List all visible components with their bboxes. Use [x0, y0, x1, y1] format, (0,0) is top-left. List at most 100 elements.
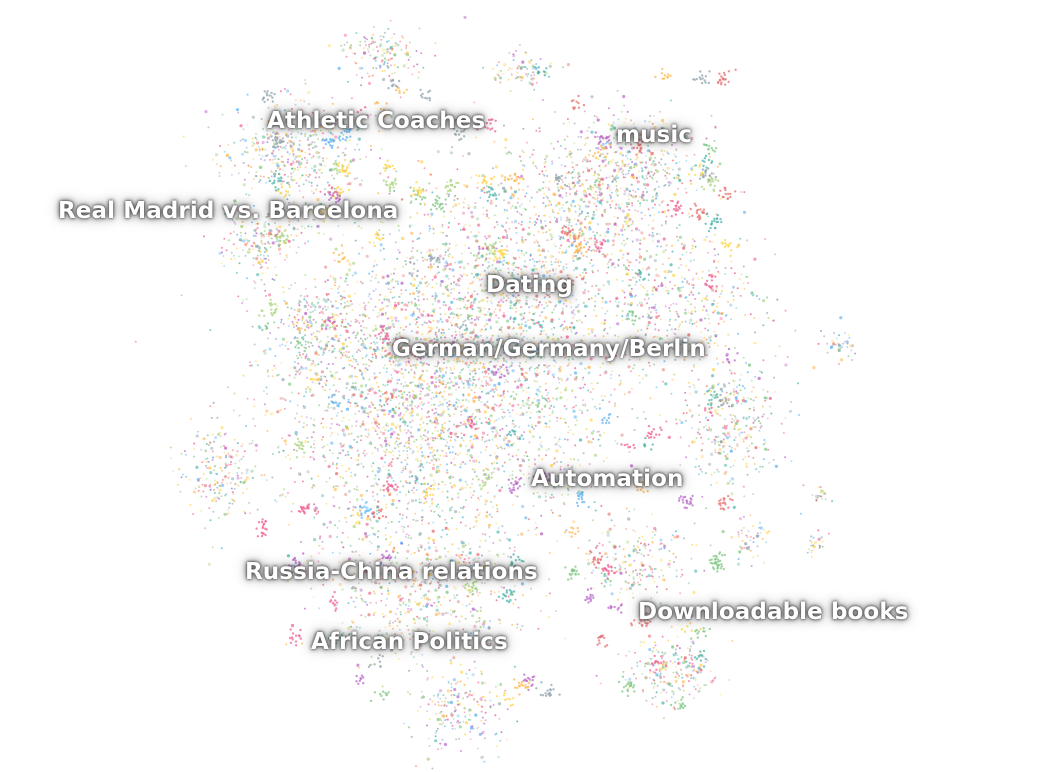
scatter-point: [478, 307, 481, 310]
scatter-point: [547, 373, 550, 375]
scatter-point: [451, 497, 454, 500]
scatter-point: [282, 161, 284, 163]
scatter-point: [377, 467, 380, 469]
scatter-point: [433, 263, 435, 265]
scatter-point: [517, 299, 520, 302]
scatter-point: [560, 311, 565, 315]
scatter-point: [371, 353, 374, 356]
scatter-point: [396, 443, 399, 446]
scatter-point: [578, 179, 581, 182]
scatter-point: [507, 201, 511, 205]
scatter-point: [521, 149, 524, 152]
scatter-point: [647, 321, 651, 325]
scatter-point: [631, 175, 635, 179]
scatter-point: [508, 366, 511, 368]
scatter-point: [584, 281, 587, 284]
scatter-point: [603, 254, 607, 258]
scatter-point: [681, 276, 684, 279]
scatter-point: [421, 387, 424, 390]
scatter-point: [477, 514, 480, 517]
scatter-point: [575, 190, 578, 193]
scatter-point: [334, 371, 337, 374]
scatter-point: [410, 400, 413, 403]
scatter-point: [470, 210, 474, 215]
scatter-point: [613, 222, 617, 226]
scatter-point: [558, 417, 561, 420]
scatter-point: [550, 493, 553, 496]
scatter-point: [307, 225, 310, 228]
scatter-point: [441, 426, 445, 430]
scatter-point: [520, 249, 523, 252]
scatter-point: [608, 176, 611, 179]
scatter-point: [545, 305, 548, 308]
scatter-point: [655, 169, 660, 173]
scatter-point: [501, 486, 503, 489]
scatter-point: [399, 346, 402, 349]
scatter-point: [386, 298, 391, 302]
scatter-point: [251, 325, 254, 328]
scatter-point: [593, 501, 596, 504]
scatter-point: [651, 234, 655, 238]
scatter-point: [459, 228, 462, 231]
scatter-point: [276, 446, 279, 449]
scatter-point: [525, 265, 528, 268]
scatter-point: [462, 382, 465, 385]
scatter-point: [624, 242, 627, 245]
scatter-point: [434, 331, 437, 334]
scatter-point: [450, 368, 453, 371]
scatter-point: [432, 479, 435, 482]
scatter-point: [606, 187, 609, 190]
scatter-point: [520, 223, 523, 226]
scatter-point: [596, 430, 599, 433]
scatter-point: [441, 450, 444, 452]
scatter-point: [415, 336, 419, 341]
scatter-point: [329, 406, 332, 409]
scatter-point: [505, 437, 508, 440]
scatter-point: [540, 266, 543, 269]
scatter-point: [306, 470, 310, 474]
scatter-point: [487, 417, 490, 420]
scatter-point: [710, 114, 713, 117]
scatter-point: [586, 436, 589, 439]
scatter-point: [630, 223, 633, 226]
scatter-point: [317, 475, 320, 478]
scatter-point: [650, 199, 655, 203]
scatter-point: [574, 205, 577, 208]
scatter-point: [542, 173, 544, 175]
scatter-point: [444, 304, 447, 307]
scatter-point: [483, 410, 487, 414]
scatter-point: [383, 364, 386, 367]
scatter-point: [304, 440, 308, 444]
scatter-point: [438, 367, 441, 370]
scatter-point: [593, 174, 596, 177]
scatter-point: [491, 274, 494, 277]
scatter-point: [628, 278, 630, 281]
scatter-point: [628, 284, 631, 287]
scatter-point: [341, 395, 345, 399]
scatter-point: [576, 305, 579, 308]
scatter-point: [538, 454, 540, 457]
scatter-point: [332, 376, 336, 380]
scatter-point: [347, 268, 352, 272]
scatter-point: [531, 268, 534, 271]
scatter-point: [499, 404, 502, 407]
scatter-point: [540, 532, 544, 536]
scatter-point: [411, 302, 413, 305]
scatter-point: [667, 257, 670, 260]
scatter-point: [671, 244, 673, 247]
scatter-point: [409, 314, 412, 317]
scatter-point: [402, 328, 405, 331]
scatter-point: [377, 281, 380, 284]
scatter-point: [471, 330, 475, 334]
scatter-point: [698, 414, 701, 416]
scatter-point: [435, 282, 438, 285]
scatter-point: [597, 158, 600, 161]
scatter-point: [254, 136, 257, 139]
scatter-point: [596, 135, 599, 138]
scatter-point: [606, 230, 610, 234]
scatter-point: [536, 491, 539, 494]
scatter-point: [535, 239, 538, 242]
scatter-point: [367, 415, 370, 418]
